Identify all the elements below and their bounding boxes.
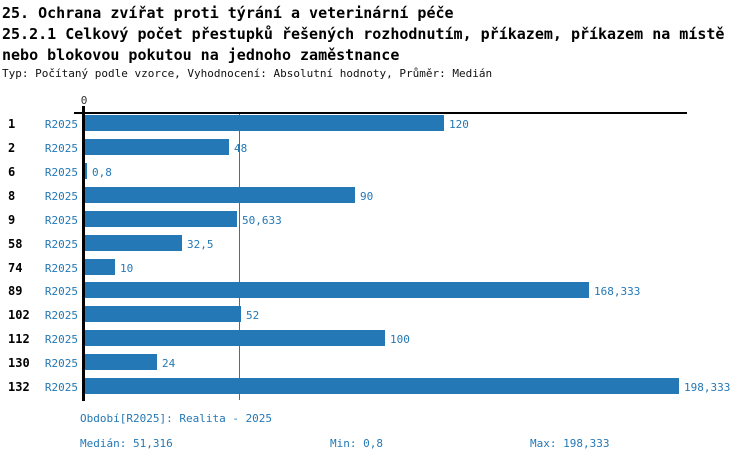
bar-value-label: 0,8 <box>92 165 112 179</box>
bar-chart: 0 1 R2025 120 2 R2025 48 6 R2025 0,8 8 R2025 90 9 R20… <box>0 90 750 405</box>
bar <box>85 306 241 323</box>
row-category-label: 89 <box>8 284 23 299</box>
row-category-label: 1 <box>8 117 16 131</box>
bar-value-label: 50,633 <box>242 213 282 227</box>
bar-value-label: 24 <box>162 357 176 371</box>
bar-value-label: 90 <box>360 189 374 203</box>
row-category-label: 112 <box>8 332 30 347</box>
row-series-label: R2025 <box>44 381 78 395</box>
row-series-label: R2025 <box>44 285 78 299</box>
bar-value-label: 10 <box>120 261 134 275</box>
bar-value-label: 168,333 <box>594 285 641 299</box>
bar <box>85 282 589 299</box>
row-series-label: R2025 <box>44 309 78 323</box>
bar <box>85 115 444 131</box>
footer-median: Medián: 51,316 <box>80 437 173 450</box>
bar <box>85 258 115 275</box>
row-category-label: 102 <box>8 308 30 323</box>
row-series-label: R2025 <box>44 357 78 371</box>
bar <box>85 234 182 251</box>
row-series-label: R2025 <box>44 141 78 155</box>
bar-value-label: 100 <box>390 333 410 347</box>
bar <box>85 378 679 395</box>
row-category-label: 74 <box>8 260 23 275</box>
indicator-title-line1: 25.2.1 Celkový počet přestupků řešených … <box>2 25 725 43</box>
indicator-meta: Typ: Počítaný podle vzorce, Vyhodnocení:… <box>2 67 493 80</box>
row-series-label: R2025 <box>44 333 78 347</box>
x-axis-line <box>74 112 687 114</box>
bar <box>85 354 157 371</box>
bar <box>85 186 355 203</box>
bar-value-label: 198,333 <box>684 381 731 395</box>
bar-value-label: 52 <box>246 309 260 323</box>
row-series-label: R2025 <box>44 118 78 131</box>
bar-value-label: 120 <box>449 118 469 131</box>
row-series-label: R2025 <box>44 261 78 275</box>
bar-value-label: 48 <box>234 141 248 155</box>
x-axis-zero-tick-label: 0 <box>80 94 88 107</box>
report-title: 25. Ochrana zvířat proti týrání a veteri… <box>2 4 454 22</box>
row-category-label: 8 <box>8 188 16 203</box>
row-series-label: R2025 <box>44 189 78 203</box>
row-series-label: R2025 <box>44 237 78 251</box>
bar <box>85 162 87 179</box>
row-category-label: 6 <box>8 164 16 179</box>
row-category-label: 2 <box>8 140 16 155</box>
footer-period: Období[R2025]: Realita - 2025 <box>80 412 273 425</box>
bar <box>85 210 237 227</box>
y-axis-line <box>82 106 85 401</box>
bar <box>85 330 385 347</box>
indicator-title-line2: nebo blokovou pokutou na jednoho zaměstn… <box>2 46 400 64</box>
row-category-label: 130 <box>8 356 30 371</box>
row-series-label: R2025 <box>44 213 78 227</box>
footer-max: Max: 198,333 <box>530 437 610 450</box>
row-category-label: 58 <box>8 236 23 251</box>
row-category-label: 132 <box>8 380 30 395</box>
row-series-label: R2025 <box>44 165 78 179</box>
bar <box>85 138 229 155</box>
row-category-label: 9 <box>8 212 16 227</box>
footer-min: Min: 0,8 <box>330 437 383 450</box>
median-line <box>238 114 240 400</box>
bar-value-label: 32,5 <box>187 237 214 251</box>
